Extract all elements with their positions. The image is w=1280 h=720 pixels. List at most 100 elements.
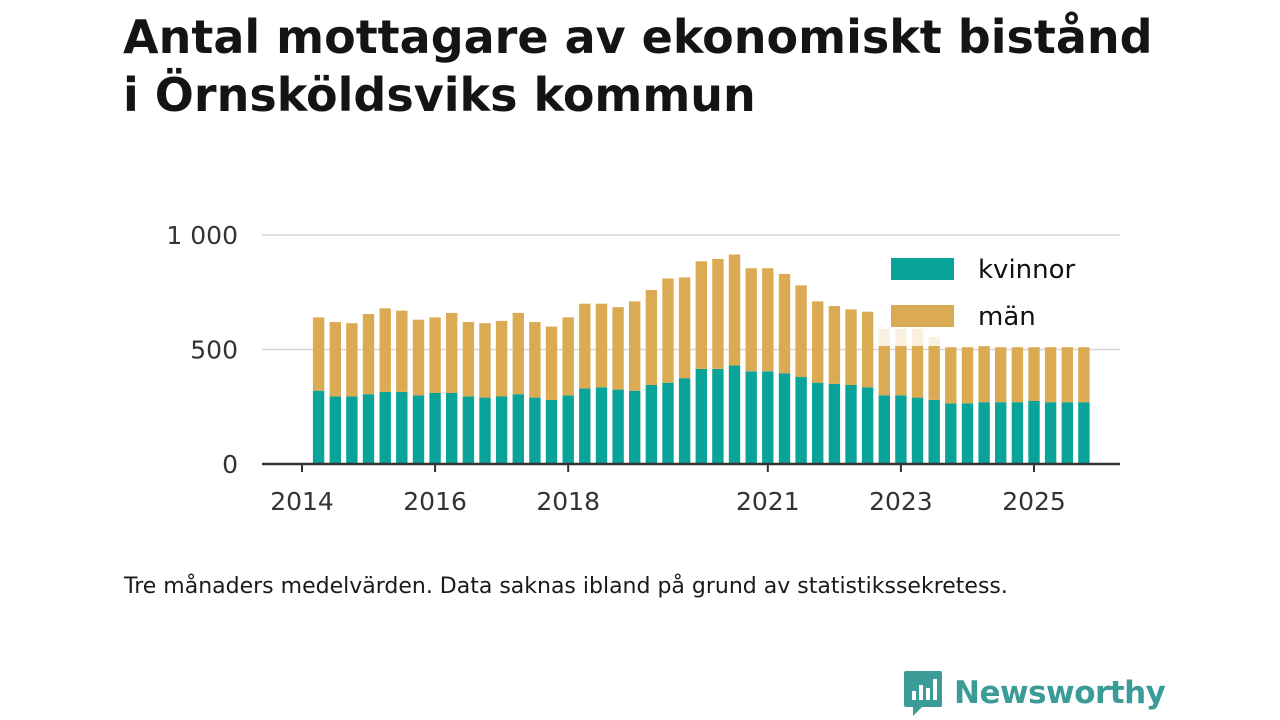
bar-kvinnor [945, 403, 957, 464]
bar-män [379, 308, 391, 392]
legend-label-kvinnor: kvinnor [978, 255, 1076, 285]
bar-kvinnor [745, 371, 757, 464]
bar-kvinnor [1028, 401, 1040, 464]
bar-män [1078, 347, 1090, 403]
bar-kvinnor [695, 369, 707, 464]
y-axis-labels: 0 500 1 000 [166, 221, 238, 479]
bar-män [312, 317, 325, 391]
bar-kvinnor [828, 383, 841, 464]
bar-män [828, 306, 841, 384]
bar-kvinnor [928, 399, 940, 464]
chart-title: Antal mottagare av ekonomiskt bistånd i … [123, 8, 1223, 124]
bar-män [662, 278, 674, 383]
bar-män [1061, 347, 1073, 403]
bar-kvinnor [1011, 402, 1024, 464]
bar-kvinnor [1078, 402, 1090, 464]
bar-kvinnor [712, 369, 724, 464]
bar-män [429, 317, 441, 393]
bar-kvinnor [895, 395, 907, 464]
bar-män [329, 322, 341, 397]
bar-män [446, 312, 458, 393]
bar-män [945, 347, 957, 404]
bar-män [845, 309, 857, 385]
bar-män [895, 328, 907, 396]
bar-män [645, 290, 658, 385]
legend-label-män: män [978, 302, 1036, 332]
bar-kvinnor [495, 396, 508, 464]
bar-män [346, 323, 358, 397]
bar-kvinnor [562, 395, 574, 464]
bar-kvinnor [612, 389, 624, 464]
bar-män [778, 273, 791, 374]
bar-kvinnor [1044, 402, 1057, 464]
bar-kvinnor [978, 402, 990, 464]
bar-kvinnor [529, 397, 541, 464]
bar-kvinnor [795, 377, 807, 464]
bar-kvinnor [479, 397, 491, 464]
bar-män [1044, 347, 1057, 403]
bar-män [512, 312, 524, 395]
x-tick-label: 2021 [736, 487, 800, 516]
bar-män [728, 254, 741, 366]
legend-swatch-kvinnor [891, 258, 954, 280]
bar-män [595, 303, 608, 388]
x-tick-label: 2025 [1002, 487, 1066, 516]
x-tick-label: 2018 [536, 487, 600, 516]
bar-män [695, 261, 707, 369]
bar-män [978, 346, 990, 403]
x-tick-label: 2023 [869, 487, 933, 516]
bar-kvinnor [462, 396, 475, 464]
bar-män [878, 328, 890, 396]
brand: Newsworthy [902, 668, 1166, 718]
chart-title-line-1: Antal mottagare av ekonomiskt bistånd [123, 10, 1153, 64]
bar-män [412, 319, 425, 396]
bar-män [545, 326, 558, 400]
bar-män [712, 259, 724, 369]
bar-kvinnor [1061, 402, 1073, 464]
bar-män [562, 317, 574, 396]
bar-kvinnor [446, 393, 458, 464]
bar-män [795, 285, 807, 377]
bar-män [1028, 347, 1040, 401]
bar-kvinnor [861, 387, 874, 464]
x-tick-label: 2014 [270, 487, 334, 516]
bar-män [762, 268, 774, 372]
bar-kvinnor [545, 399, 558, 464]
bars [312, 254, 1090, 464]
bar-kvinnor [312, 390, 325, 464]
bar-kvinnor [579, 388, 591, 464]
bar-kvinnor [362, 394, 375, 464]
bar-kvinnor [512, 394, 524, 464]
y-tick-label: 500 [190, 336, 238, 365]
y-tick-label: 0 [222, 450, 238, 479]
bar-män [678, 277, 691, 379]
bar-män [479, 323, 491, 398]
bar-män [928, 336, 940, 400]
bar-kvinnor [595, 387, 608, 464]
bar-män [612, 307, 624, 390]
bar-kvinnor [812, 382, 824, 464]
bar-män [579, 303, 591, 389]
y-tick-label: 1 000 [166, 221, 238, 250]
bar-män [861, 311, 874, 388]
bar-kvinnor [961, 403, 974, 464]
legend: kvinnor män [876, 248, 1108, 346]
bar-kvinnor [329, 396, 341, 464]
chart-title-line-2: i Örnsköldsviks kommun [123, 68, 756, 122]
bar-män [911, 328, 924, 398]
bar-kvinnor [645, 385, 658, 464]
bar-kvinnor [878, 395, 890, 464]
bar-män [529, 322, 541, 398]
bar-kvinnor [778, 373, 791, 464]
footnote: Tre månaders medelvärden. Data saknas ib… [124, 574, 1008, 599]
bar-kvinnor [412, 395, 425, 464]
bar-kvinnor [429, 393, 441, 464]
bar-kvinnor [728, 365, 741, 464]
bar-män [961, 347, 974, 404]
bar-kvinnor [678, 378, 691, 464]
bar-kvinnor [995, 402, 1007, 464]
bar-män [745, 268, 757, 372]
bar-kvinnor [845, 385, 857, 464]
bar-kvinnor [762, 371, 774, 464]
